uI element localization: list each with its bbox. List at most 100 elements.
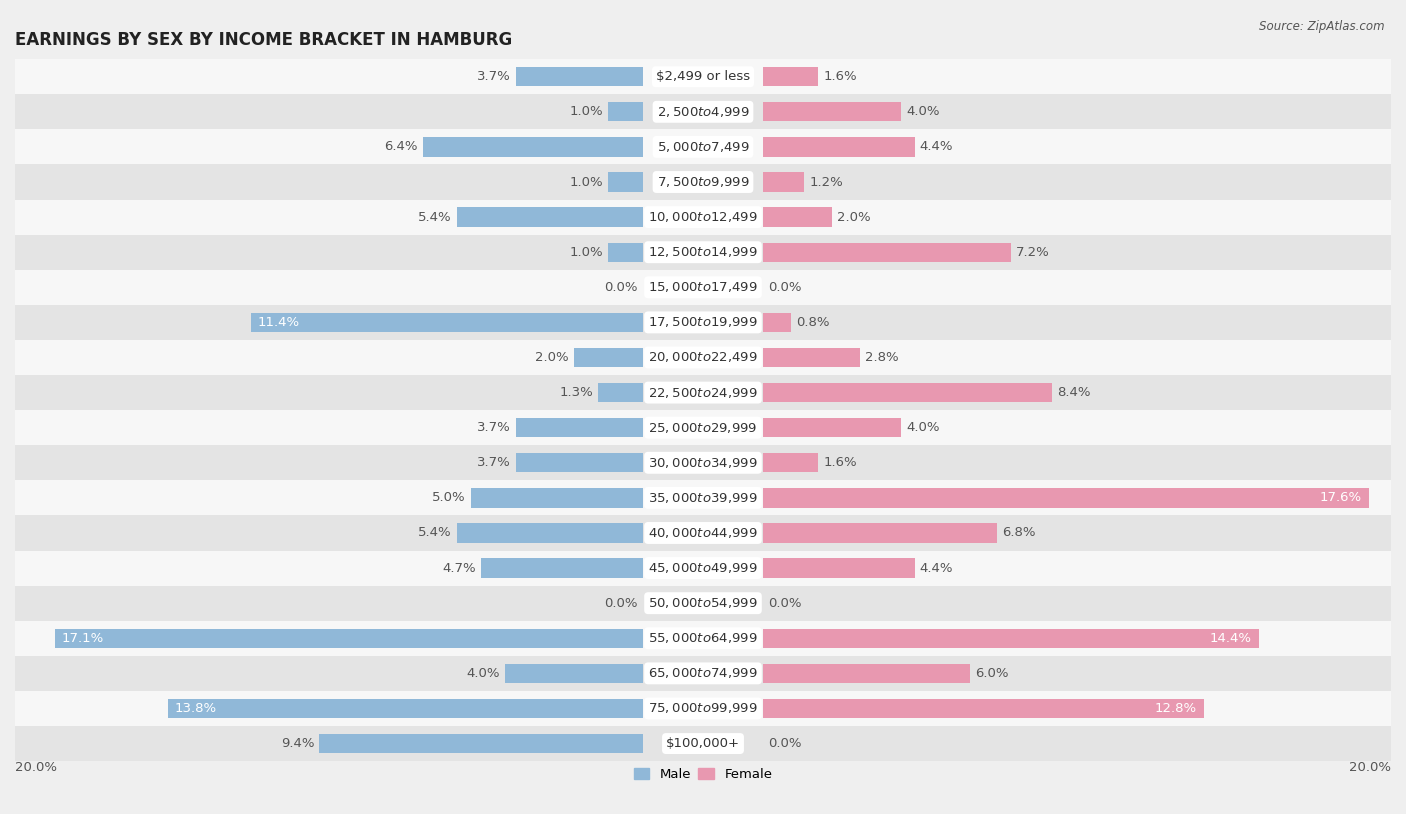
Text: 1.6%: 1.6% (824, 70, 858, 83)
Legend: Male, Female: Male, Female (628, 763, 778, 786)
Bar (763, 628, 1258, 648)
Bar (763, 383, 1052, 402)
Text: $2,499 or less: $2,499 or less (657, 70, 749, 83)
Bar (574, 348, 643, 367)
Text: 4.4%: 4.4% (920, 140, 953, 153)
Bar (15, 445, 1391, 480)
Bar (15, 410, 1391, 445)
Bar (250, 313, 643, 332)
Text: 0.0%: 0.0% (768, 597, 801, 610)
Text: $12,500 to $14,999: $12,500 to $14,999 (648, 245, 758, 259)
Text: 3.7%: 3.7% (477, 457, 510, 470)
Text: 11.4%: 11.4% (257, 316, 299, 329)
Text: 1.0%: 1.0% (569, 246, 603, 259)
Text: 0.0%: 0.0% (605, 281, 638, 294)
Text: $40,000 to $44,999: $40,000 to $44,999 (648, 526, 758, 540)
Text: 20.0%: 20.0% (15, 761, 58, 774)
Text: 2.0%: 2.0% (837, 211, 870, 224)
Text: 0.0%: 0.0% (605, 597, 638, 610)
Bar (763, 67, 818, 86)
Text: 5.4%: 5.4% (418, 211, 451, 224)
Text: $75,000 to $99,999: $75,000 to $99,999 (648, 702, 758, 716)
Bar (15, 726, 1391, 761)
Text: 0.8%: 0.8% (796, 316, 830, 329)
Bar (15, 656, 1391, 691)
Text: $2,500 to $4,999: $2,500 to $4,999 (657, 105, 749, 119)
Bar (763, 138, 914, 156)
Bar (763, 348, 859, 367)
Text: $15,000 to $17,499: $15,000 to $17,499 (648, 280, 758, 295)
Text: 1.2%: 1.2% (810, 176, 844, 189)
Text: 1.0%: 1.0% (569, 105, 603, 118)
Bar (763, 103, 901, 121)
Text: $5,000 to $7,499: $5,000 to $7,499 (657, 140, 749, 154)
Bar (15, 585, 1391, 621)
Text: 0.0%: 0.0% (768, 737, 801, 750)
Bar (763, 663, 970, 683)
Bar (15, 550, 1391, 585)
Bar (481, 558, 643, 578)
Text: 13.8%: 13.8% (174, 702, 217, 715)
Bar (423, 138, 643, 156)
Text: 6.8%: 6.8% (1002, 527, 1036, 540)
Text: 3.7%: 3.7% (477, 421, 510, 434)
Bar (15, 515, 1391, 550)
Bar (516, 453, 643, 472)
Bar (471, 488, 643, 508)
Text: 12.8%: 12.8% (1154, 702, 1197, 715)
Text: $10,000 to $12,499: $10,000 to $12,499 (648, 210, 758, 224)
Bar (516, 67, 643, 86)
Text: 14.4%: 14.4% (1209, 632, 1251, 645)
Bar (763, 418, 901, 437)
Bar (598, 383, 643, 402)
Text: $100,000+: $100,000+ (666, 737, 740, 750)
Bar (15, 59, 1391, 94)
Text: 4.7%: 4.7% (443, 562, 477, 575)
Text: Source: ZipAtlas.com: Source: ZipAtlas.com (1260, 20, 1385, 33)
Bar (763, 558, 914, 578)
Text: 0.0%: 0.0% (768, 281, 801, 294)
Bar (763, 453, 818, 472)
Bar (15, 129, 1391, 164)
Bar (763, 173, 804, 191)
Text: $20,000 to $22,499: $20,000 to $22,499 (648, 351, 758, 365)
Text: $25,000 to $29,999: $25,000 to $29,999 (648, 421, 758, 435)
Text: 4.0%: 4.0% (905, 105, 939, 118)
Bar (15, 199, 1391, 234)
Bar (457, 208, 643, 227)
Bar (15, 691, 1391, 726)
Bar (15, 621, 1391, 656)
Text: $35,000 to $39,999: $35,000 to $39,999 (648, 491, 758, 505)
Text: $22,500 to $24,999: $22,500 to $24,999 (648, 386, 758, 400)
Text: 6.4%: 6.4% (384, 140, 418, 153)
Bar (609, 173, 643, 191)
Text: 1.0%: 1.0% (569, 176, 603, 189)
Text: 6.0%: 6.0% (974, 667, 1008, 680)
Text: $7,500 to $9,999: $7,500 to $9,999 (657, 175, 749, 189)
Bar (15, 305, 1391, 340)
Bar (763, 523, 997, 543)
Bar (15, 94, 1391, 129)
Text: $55,000 to $64,999: $55,000 to $64,999 (648, 632, 758, 646)
Text: EARNINGS BY SEX BY INCOME BRACKET IN HAMBURG: EARNINGS BY SEX BY INCOME BRACKET IN HAM… (15, 31, 512, 50)
Text: 17.1%: 17.1% (62, 632, 104, 645)
Text: 4.4%: 4.4% (920, 562, 953, 575)
Bar (15, 269, 1391, 305)
Bar (15, 480, 1391, 515)
Text: $30,000 to $34,999: $30,000 to $34,999 (648, 456, 758, 470)
Bar (763, 243, 1011, 262)
Bar (169, 698, 643, 718)
Bar (15, 340, 1391, 375)
Bar (763, 698, 1204, 718)
Text: 4.0%: 4.0% (467, 667, 501, 680)
Bar (609, 103, 643, 121)
Text: 17.6%: 17.6% (1320, 492, 1362, 505)
Text: 4.0%: 4.0% (905, 421, 939, 434)
Bar (516, 418, 643, 437)
Text: 2.0%: 2.0% (536, 351, 569, 364)
Text: 3.7%: 3.7% (477, 70, 510, 83)
Text: 1.3%: 1.3% (560, 386, 593, 399)
Text: 8.4%: 8.4% (1057, 386, 1091, 399)
Text: 20.0%: 20.0% (1348, 761, 1391, 774)
Bar (15, 234, 1391, 269)
